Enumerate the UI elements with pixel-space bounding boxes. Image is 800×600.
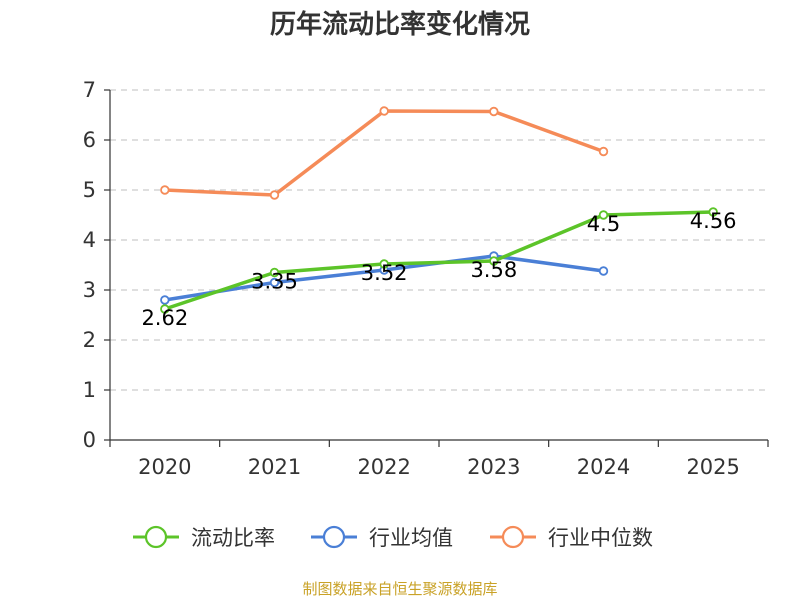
series-point bbox=[489, 256, 499, 266]
series-point bbox=[379, 259, 389, 269]
data-label: 3.52 bbox=[361, 261, 408, 285]
legend-label: 流动比率 bbox=[191, 526, 275, 550]
series-point bbox=[269, 277, 280, 288]
series-point bbox=[708, 207, 718, 217]
legend-swatch-marker bbox=[322, 525, 346, 549]
legend-label: 行业中位数 bbox=[548, 526, 653, 550]
legend-swatch-marker bbox=[144, 525, 168, 549]
source-note: 制图数据来自恒生聚源数据库 bbox=[302, 580, 497, 598]
x-tick-label: 2023 bbox=[467, 455, 520, 479]
x-tick-label: 2020 bbox=[138, 455, 191, 479]
y-tick-label: 7 bbox=[83, 78, 96, 102]
legend-swatch-marker bbox=[501, 525, 525, 549]
data-label: 3.35 bbox=[251, 270, 298, 294]
x-tick-label: 2024 bbox=[577, 455, 630, 479]
y-tick-label: 5 bbox=[83, 178, 96, 202]
legend: 流动比率 行业均值 行业中位数 bbox=[133, 525, 653, 550]
series-point bbox=[160, 295, 170, 305]
data-label: 4.5 bbox=[587, 212, 620, 236]
x-tick-label: 2025 bbox=[686, 455, 739, 479]
series bbox=[160, 106, 718, 314]
data-label: 3.58 bbox=[470, 258, 517, 282]
series-point bbox=[160, 185, 170, 195]
series-point bbox=[489, 106, 499, 117]
series-point bbox=[269, 267, 280, 278]
series-line bbox=[164, 210, 714, 311]
series-point bbox=[160, 304, 170, 314]
series-point bbox=[598, 146, 609, 157]
data-labels: 2.62 3.35 3.52 3.58 4.5 4.56 bbox=[141, 209, 736, 330]
axes: 0 1 2 3 4 5 6 7 2020 2021 2022 2023 2024 2025 bbox=[83, 78, 769, 479]
y-tick-label: 6 bbox=[83, 128, 96, 152]
series-point bbox=[379, 106, 389, 116]
data-label: 2.62 bbox=[141, 306, 188, 330]
y-tick-label: 3 bbox=[83, 278, 96, 302]
series-point bbox=[598, 210, 609, 220]
y-tick-label: 1 bbox=[83, 378, 96, 402]
chart-title: 历年流动比率变化情况 bbox=[270, 9, 530, 40]
data-label: 4.56 bbox=[690, 209, 737, 233]
y-tick-label: 2 bbox=[83, 328, 96, 352]
series-point bbox=[269, 190, 280, 200]
x-tick-label: 2022 bbox=[357, 455, 410, 479]
y-tick-label: 0 bbox=[83, 428, 96, 452]
series-point bbox=[598, 266, 609, 276]
series-line bbox=[164, 109, 605, 197]
legend-label: 行业均值 bbox=[369, 526, 453, 550]
y-tick-label: 4 bbox=[83, 228, 96, 252]
x-tick-label: 2021 bbox=[248, 455, 301, 479]
grid bbox=[110, 89, 768, 391]
